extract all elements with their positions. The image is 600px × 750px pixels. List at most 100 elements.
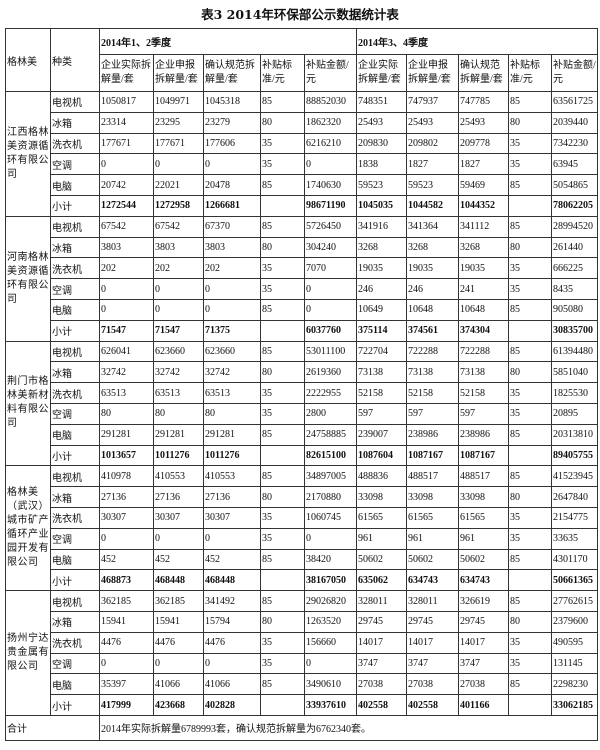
value-cell: 468448 [203, 569, 261, 592]
value-cell: 35 [260, 652, 305, 675]
value-cell: 50602 [458, 548, 510, 571]
value-cell: 85 [508, 174, 553, 196]
value-cell: 63945 [551, 153, 599, 176]
value-cell: 85 [260, 298, 305, 321]
value-cell: 748351 [356, 91, 408, 113]
value-cell: 59523 [406, 174, 460, 196]
company-name: 扬州宁达贵金属有限公司 [5, 590, 51, 716]
column-header: 补贴金额/元 [303, 54, 358, 92]
value-cell: 328011 [356, 590, 408, 612]
value-cell: 1011276 [203, 444, 261, 467]
value-cell: 88852030 [303, 91, 358, 113]
value-cell: 0 [99, 652, 154, 675]
value-cell: 50602 [406, 548, 460, 571]
value-cell: 85 [260, 215, 305, 238]
value-cell: 0 [99, 153, 154, 176]
value-cell: 961 [406, 527, 460, 550]
value-cell: 73138 [406, 361, 460, 384]
value-cell: 23279 [203, 111, 261, 134]
value-cell: 63513 [99, 382, 154, 404]
category-cell: 电脑 [50, 423, 100, 446]
value-cell: 326619 [458, 590, 510, 612]
value-cell: 410553 [153, 465, 204, 488]
value-cell: 374304 [458, 319, 510, 342]
table-row: 洗衣机 177671 177671 177606 35 6216210 209830 2098… [6, 132, 599, 155]
value-cell: 85 [508, 91, 553, 113]
value-cell: 362185 [153, 590, 204, 612]
value-cell: 38420 [303, 548, 358, 571]
value-cell: 35 [260, 631, 305, 654]
value-cell: 1060745 [303, 506, 358, 529]
value-cell: 23314 [99, 111, 154, 134]
value-cell: 63513 [153, 382, 204, 404]
value-cell: 35 [260, 132, 305, 155]
category-cell: 冰箱 [50, 486, 100, 508]
value-cell: 35 [260, 153, 305, 176]
value-cell: 202 [99, 257, 154, 280]
value-cell: 961 [356, 527, 408, 550]
value-cell: 80 [260, 361, 305, 384]
table-row: 电脑 452 452 452 85 38420 50602 50602 50602 85 43011… [6, 548, 599, 571]
column-header: 补贴标准/元 [508, 54, 553, 92]
value-cell: 246 [406, 278, 460, 300]
value-cell: 85 [260, 465, 305, 488]
table-row: 空调 0 0 0 35 0 246 246 241 35 8435 [6, 278, 599, 300]
value-cell: 3803 [153, 236, 204, 259]
header-period-1: 2014年1、2季度 [98, 28, 358, 55]
value-cell: 1050817 [99, 91, 154, 113]
value-cell: 85 [260, 340, 305, 363]
category-cell: 空调 [50, 402, 100, 425]
value-cell: 27038 [406, 673, 460, 696]
value-cell: 35 [508, 652, 553, 675]
value-cell: 35 [508, 132, 553, 155]
category-cell: 电脑 [50, 548, 100, 571]
value-cell: 1087604 [356, 444, 408, 467]
category-cell: 电视机 [50, 465, 100, 488]
column-header: 确认规范拆解量/套 [203, 54, 261, 92]
value-cell: 177606 [203, 132, 261, 155]
header-company: 格林美 [5, 28, 51, 92]
table-row: 洗衣机 30307 30307 30307 35 1060745 61565 61565 615… [6, 506, 599, 529]
column-header: 企业申报拆解量/套 [153, 54, 204, 92]
value-cell: 597 [458, 402, 510, 425]
value-cell: 328011 [406, 590, 460, 612]
value-cell: 27136 [203, 486, 261, 508]
value-cell: 417999 [99, 694, 154, 716]
value-cell: 0 [303, 527, 358, 550]
category-cell: 小计 [50, 569, 100, 592]
value-cell: 27762615 [551, 590, 599, 612]
value-cell: 7342230 [551, 132, 599, 155]
category-cell: 小计 [50, 444, 100, 467]
value-cell: 0 [203, 153, 261, 176]
column-header: 确认规范拆解量/套 [458, 54, 510, 92]
table-row: 洗衣机 202 202 202 35 7070 19035 19035 19035 35 66622… [6, 257, 599, 280]
value-cell: 1266681 [203, 194, 261, 217]
value-cell: 61394480 [551, 340, 599, 363]
company-name: 格林美（武汉）城市矿产循环产业园开发有限公司 [5, 465, 51, 592]
value-cell: 597 [356, 402, 408, 425]
value-cell: 209778 [458, 132, 510, 155]
table-row: 电脑 291281 291281 291281 85 24758885 239007 2389… [6, 423, 599, 446]
value-cell: 8435 [551, 278, 599, 300]
value-cell: 402558 [406, 694, 460, 716]
subtotal-row: 小计 1013657 1011276 1011276 82615100 1087604 10… [6, 444, 599, 467]
header-row-period: 格林美 种类 2014年1、2季度 2014年3、4季度 [5, 28, 599, 92]
value-cell: 52158 [406, 382, 460, 404]
value-cell: 20895 [551, 402, 599, 425]
value-cell: 19035 [458, 257, 510, 280]
value-cell: 85 [508, 673, 553, 696]
value-cell: 156660 [303, 631, 358, 654]
table-row: 江西格林美资源循环有限公司 电视机 1050817 1049971 1045318 85 8… [5, 91, 599, 217]
category-cell: 空调 [50, 278, 100, 300]
value-cell: 30307 [153, 506, 204, 529]
value-cell: 41066 [153, 673, 204, 696]
total-label: 合计 [5, 714, 100, 741]
value-cell: 0 [303, 298, 358, 321]
category-cell: 电脑 [50, 673, 100, 696]
column-header: 补贴标准/元 [260, 54, 305, 92]
category-cell: 空调 [50, 652, 100, 675]
value-cell: 82615100 [303, 444, 358, 467]
value-cell: 0 [303, 278, 358, 300]
value-cell: 3803 [99, 236, 154, 259]
value-cell: 80 [508, 236, 553, 259]
